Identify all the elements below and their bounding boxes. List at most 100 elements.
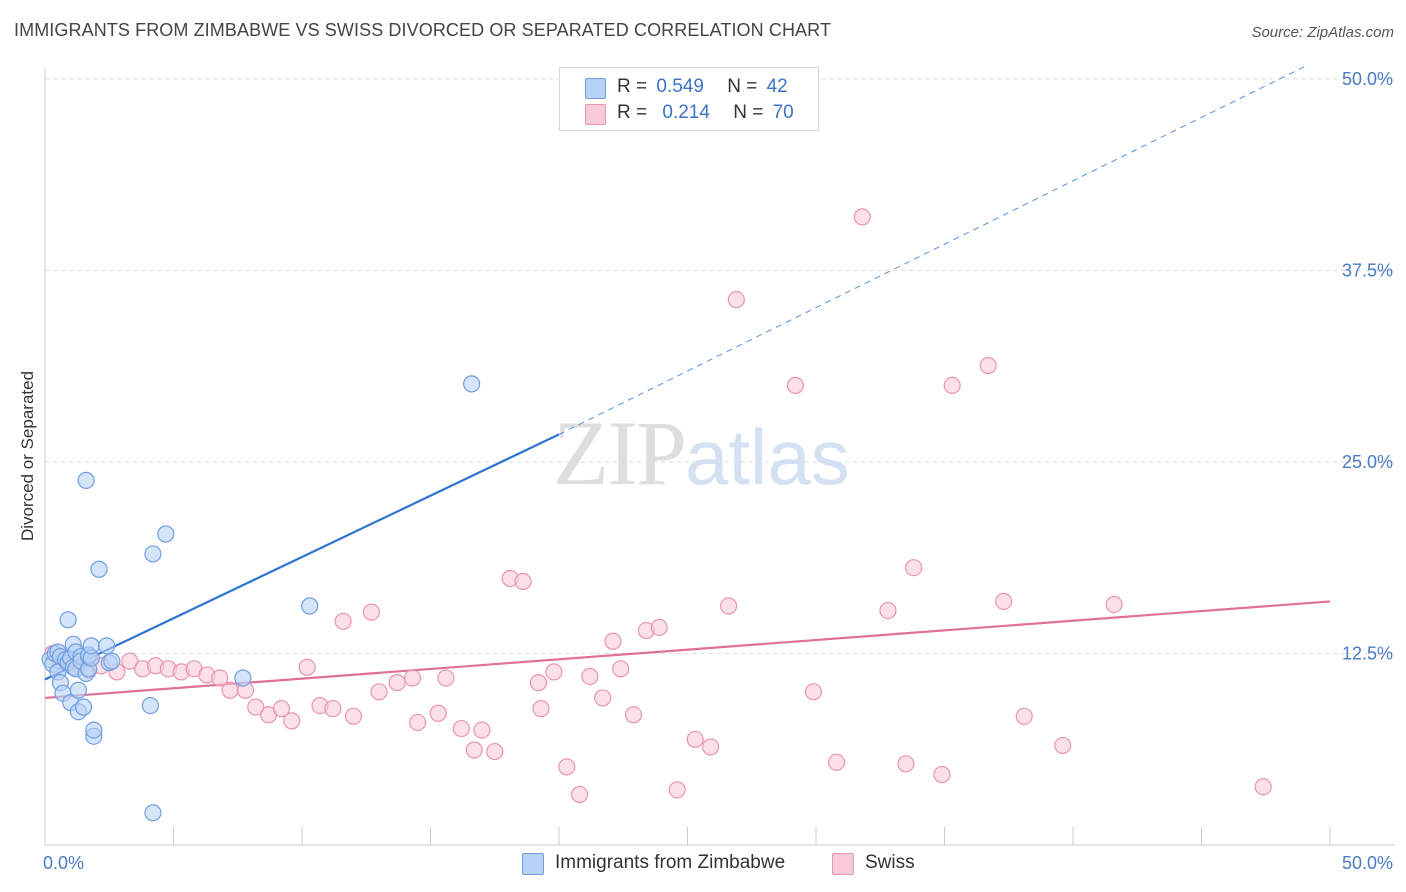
swiss-point <box>465 741 483 759</box>
swiss-point <box>604 632 622 650</box>
swiss-point <box>612 660 630 678</box>
swiss-point <box>403 669 422 687</box>
legend-swatch-blue <box>585 78 606 99</box>
zimbabwe-point <box>90 560 108 578</box>
swiss-point <box>1254 778 1272 796</box>
swiss-trend-line <box>44 600 1331 700</box>
swiss-point <box>979 356 997 375</box>
swiss-point <box>897 755 915 773</box>
swiss-point <box>594 689 612 707</box>
swiss-point <box>1054 736 1072 755</box>
swiss-point <box>702 738 720 756</box>
swiss-point <box>943 376 961 394</box>
zimbabwe-point <box>141 696 159 715</box>
swiss-point <box>545 663 563 681</box>
swiss-point <box>409 713 427 732</box>
legend-text-swiss: R = 0.214 N = 70 <box>617 102 794 124</box>
y-tick-label: 37.5% <box>1342 261 1393 281</box>
zimbabwe-point <box>103 652 121 670</box>
legend-swatch-pink <box>585 104 606 125</box>
swiss-point <box>283 712 301 730</box>
swiss-point <box>650 618 668 637</box>
legend-n-value: 42 <box>766 76 788 97</box>
legend-n-value: 70 <box>772 102 794 123</box>
watermark-zip: ZIP <box>553 402 687 504</box>
zimbabwe-point <box>301 597 319 615</box>
bottom-legend-swatch-blue <box>522 853 544 875</box>
zimbabwe-point <box>98 637 116 655</box>
zimbabwe-point <box>157 525 175 543</box>
bottom-legend-swatch-pink <box>832 853 854 875</box>
swiss-point <box>121 652 139 670</box>
swiss-point <box>827 753 846 771</box>
swiss-point <box>272 700 291 718</box>
swiss-point <box>933 765 951 784</box>
chart-title: IMMIGRANTS FROM ZIMBABWE VS SWISS DIVORC… <box>14 20 832 40</box>
swiss-point <box>473 721 491 739</box>
swiss-point <box>853 208 871 226</box>
y-tick-label: 25.0% <box>1342 452 1393 472</box>
zimbabwe-point <box>234 669 252 687</box>
swiss-point <box>298 658 316 676</box>
swiss-point <box>429 704 447 722</box>
swiss-point <box>334 612 352 630</box>
zimbabwe-point <box>82 637 100 655</box>
legend-r-label: R = <box>617 102 648 123</box>
swiss-point <box>570 785 589 804</box>
swiss-point <box>370 683 388 701</box>
swiss-point <box>727 291 745 309</box>
y-tick-label: 12.5% <box>1342 644 1393 664</box>
bottom-legend-label-swiss: Swiss <box>865 852 915 873</box>
x-tick-label: 50.0% <box>1342 853 1393 873</box>
swiss-point <box>581 667 599 686</box>
swiss-point <box>529 674 548 692</box>
axis-labels: 12.5% 25.0% 37.5% 50.0% 0.0% 50.0% Divorced or… <box>18 69 1393 873</box>
swiss-point <box>452 719 470 738</box>
swiss-point <box>211 669 229 687</box>
swiss-point <box>804 683 823 701</box>
swiss-point <box>1105 595 1123 614</box>
swiss-point <box>362 603 380 621</box>
data-points <box>41 208 1272 822</box>
zimbabwe-point <box>85 721 103 739</box>
y-tick-label: 50.0% <box>1342 69 1393 89</box>
zimbabwe-point <box>59 611 77 629</box>
swiss-point <box>905 559 923 577</box>
x-tick-label: 0.0% <box>43 853 84 873</box>
legend-n-label: N = <box>727 76 758 97</box>
watermark: ZIPatlas <box>553 400 850 506</box>
swiss-point <box>624 706 643 724</box>
swiss-point <box>686 730 704 748</box>
bottom-legend-label-zimbabwe: Immigrants from Zimbabwe <box>555 852 786 873</box>
zimbabwe-point <box>144 545 162 563</box>
legend-text-zimbabwe: R = 0.549 N = 42 <box>617 76 788 98</box>
swiss-point <box>558 758 576 776</box>
swiss-point <box>437 669 455 687</box>
swiss-point <box>786 376 805 394</box>
correlation-legend: R = 0.549 N = 42 R = 0.214 N = 70 <box>559 67 819 131</box>
zimbabwe-point <box>74 698 93 716</box>
grid-lines <box>45 78 1395 654</box>
source-credit: Source: ZipAtlas.com <box>1251 24 1394 41</box>
y-axis-title: Divorced or Separated <box>18 371 37 541</box>
zimbabwe-point <box>69 681 88 699</box>
legend-r-label: R = <box>617 76 648 97</box>
legend-r-value: 0.549 <box>656 76 704 97</box>
zimbabwe-trend-line <box>44 433 560 681</box>
watermark-atlas: atlas <box>685 413 850 501</box>
swiss-point <box>668 781 686 799</box>
swiss-point <box>486 742 504 761</box>
zimbabwe-point <box>144 804 162 822</box>
swiss-point <box>324 700 342 718</box>
swiss-point <box>879 602 897 620</box>
axes <box>44 68 1395 846</box>
zimbabwe-point <box>77 471 95 489</box>
swiss-point <box>1015 707 1033 725</box>
swiss-point <box>344 707 362 725</box>
swiss-point <box>532 700 550 718</box>
swiss-point <box>720 597 738 615</box>
swiss-point <box>995 592 1013 611</box>
swiss-point <box>514 572 532 591</box>
trend-lines <box>44 66 1331 700</box>
